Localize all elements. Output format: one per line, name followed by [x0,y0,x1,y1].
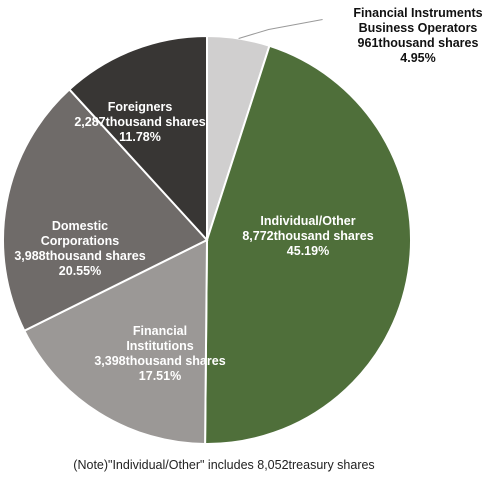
slice-shares-label: 8,772thousand shares [242,229,373,243]
pie-slice-foreigners [67,34,208,243]
slice-shares-label: 961thousand shares [358,36,479,50]
footnote: (Note)"Individual/Other" includes 8,052t… [73,458,374,472]
slice-percent-label: 11.78% [119,130,161,144]
slice-labels: Financial Instruments Business Operators 9… [14,6,482,383]
slice-percent-label: 45.19% [287,244,329,258]
slice-percent-label: 20.55% [59,264,101,278]
slice-category-label: Corporations [41,234,120,248]
slice-label-domestic-corporations: Domestic Corporations 3,988thousand shares… [14,219,145,278]
slice-category-label: Financial [133,324,187,338]
slice-category-label: Financial Instruments [353,6,482,20]
slice-shares-label: 3,988thousand shares [14,249,145,263]
leader-line-financial-instruments-business-operators [238,18,323,39]
slice-label-individual-other: Individual/Other 8,772thousand shares 45.1… [242,214,373,258]
slice-category-label: Institutions [126,339,193,353]
slice-category-label: Business Operators [359,21,478,35]
slice-category-label: Domestic [52,219,108,233]
leader-lines [238,18,323,39]
slice-category-label: Individual/Other [260,214,355,228]
slice-label-financial-instruments-business-operators: Financial Instruments Business Operators 9… [353,6,482,65]
slice-label-financial-institutions: Financial Institutions 3,398thousand share… [94,324,225,383]
pie-slice-domestic-corporations [2,87,209,333]
slice-percent-label: 4.95% [400,51,435,65]
slice-label-foreigners: Foreigners 2,287thousand shares 11.78% [74,100,205,144]
pie-slice-financial-institutions [22,238,209,446]
slice-percent-label: 17.51% [139,369,181,383]
slice-category-label: Foreigners [108,100,173,114]
slice-shares-label: 3,398thousand shares [94,354,225,368]
slice-shares-label: 2,287thousand shares [74,115,205,129]
pie-slice-individual-other [204,44,412,445]
pie-slices [2,34,412,446]
